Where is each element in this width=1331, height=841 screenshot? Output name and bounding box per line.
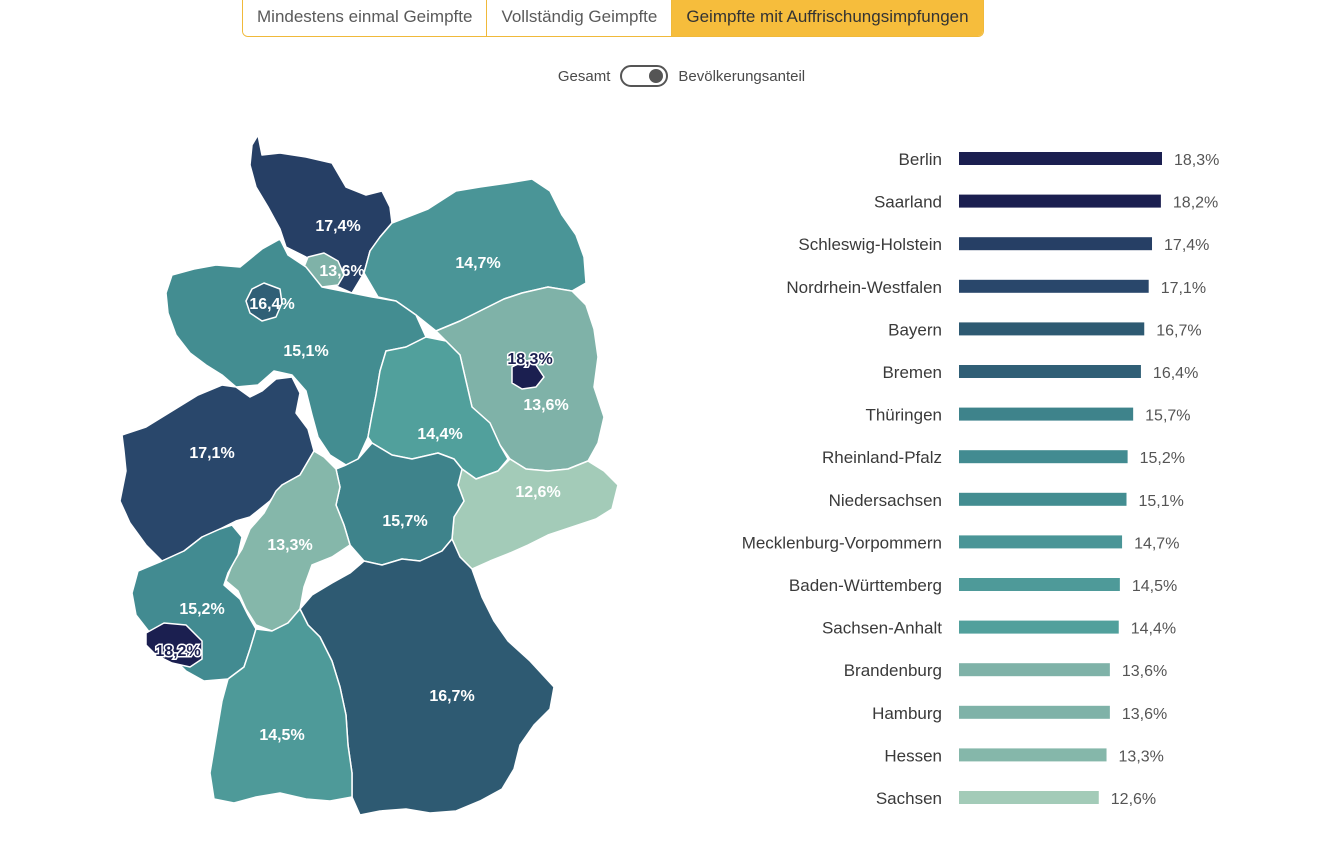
region-saarland[interactable]: [145, 622, 203, 668]
bar-label-thuringen: Thüringen: [865, 406, 942, 425]
bar-rheinland-pfalz[interactable]: [959, 450, 1128, 464]
bar-sachsen-anhalt[interactable]: [959, 620, 1119, 634]
view-toggle: Gesamt Bevölkerungsanteil: [0, 65, 1331, 87]
map-label-bremen: 16,4%: [249, 296, 294, 313]
map-label-nordrhein-westfalen: 17,1%: [189, 445, 234, 462]
germany-map: 17,4% 13,6% 14,7% 16,4% 15,1% 18,3% 13,6…: [119, 134, 619, 816]
tab-auffrischung[interactable]: Geimpfte mit Auffrischungsimpfungen: [672, 0, 983, 36]
bar-brandenburg[interactable]: [959, 663, 1110, 677]
bar-sachsen[interactable]: [959, 791, 1099, 804]
bar-value-baden-wurttemberg: 14,5%: [1132, 578, 1177, 595]
bar-label-rheinland-pfalz: Rheinland-Pfalz: [822, 448, 942, 467]
map-label-hamburg: 13,6%: [319, 263, 364, 280]
map-label-niedersachsen: 15,1%: [283, 343, 328, 360]
bar-mecklenburg-vorpommern[interactable]: [959, 535, 1123, 549]
map-label-schleswig-holstein: 17,4%: [315, 218, 360, 235]
bar-label-sachsen: Sachsen: [876, 789, 942, 808]
map-label-brandenburg: 13,6%: [523, 397, 568, 414]
bar-value-saarland: 18,2%: [1173, 195, 1218, 212]
bar-bremen[interactable]: [959, 365, 1141, 378]
map-label-sachsen-anhalt: 14,4%: [417, 426, 462, 443]
ranking-bar-chart: Berlin 18,3% Saarland 18,2% Schleswig-Holste…: [742, 150, 1220, 808]
bar-label-saarland: Saarland: [874, 193, 942, 212]
bar-label-brandenburg: Brandenburg: [844, 661, 942, 680]
bar-baden-wurttemberg[interactable]: [959, 578, 1120, 591]
bar-value-sachsen-anhalt: 14,4%: [1131, 621, 1176, 638]
bar-value-sachsen: 12,6%: [1111, 791, 1156, 808]
region-baden-wuerttemberg[interactable]: [209, 608, 353, 804]
bar-niedersachsen[interactable]: [959, 492, 1127, 506]
bar-value-nordrhein-westfalen: 17,1%: [1161, 280, 1206, 297]
bar-label-nordrhein-westfalen: Nordrhein-Westfalen: [786, 278, 942, 297]
bar-value-hamburg: 13,6%: [1122, 706, 1167, 723]
bar-label-bayern: Bayern: [888, 320, 942, 339]
bar-label-niedersachsen: Niedersachsen: [829, 491, 942, 510]
bar-value-bremen: 16,4%: [1153, 365, 1198, 382]
bar-thuringen[interactable]: [959, 407, 1134, 421]
toggle-knob: [649, 69, 664, 83]
bar-label-hessen: Hessen: [884, 746, 942, 765]
toggle-label-anteil: Bevölkerungsanteil: [678, 67, 806, 85]
bar-label-mecklenburg-vorpommern: Mecklenburg-Vorpommern: [742, 533, 942, 552]
tab-mindestens-einmal[interactable]: Mindestens einmal Geimpfte: [243, 0, 488, 36]
bar-bayern[interactable]: [959, 322, 1145, 336]
map-label-berlin: 18,3%: [507, 351, 552, 368]
map-label-hessen: 13,3%: [267, 537, 312, 554]
bar-value-bayern: 16,7%: [1156, 322, 1201, 339]
tab-vollstaendig[interactable]: Vollständig Geimpfte: [487, 0, 673, 36]
map-labels: 17,4% 13,6% 14,7% 16,4% 15,1% 18,3% 13,6…: [154, 218, 569, 744]
map-label-sachsen: 12,6%: [515, 484, 560, 501]
bar-label-hamburg: Hamburg: [872, 704, 942, 723]
map-label-bayern: 16,7%: [429, 688, 474, 705]
bar-nordrhein-westfalen[interactable]: [959, 279, 1149, 293]
bar-hessen[interactable]: [959, 748, 1107, 762]
region-bremen[interactable]: [245, 282, 283, 322]
bar-label-berlin: Berlin: [899, 150, 942, 169]
bar-berlin[interactable]: [959, 152, 1162, 165]
bar-value-brandenburg: 13,6%: [1122, 663, 1167, 680]
bar-value-hessen: 13,3%: [1119, 748, 1164, 765]
map-label-mecklenburg-vorpommern: 14,7%: [455, 255, 500, 272]
bar-value-rheinland-pfalz: 15,2%: [1140, 450, 1185, 467]
bar-label-bremen: Bremen: [882, 363, 942, 382]
map-label-saarland: 18,2%: [155, 643, 200, 660]
bar-value-mecklenburg-vorpommern: 14,7%: [1134, 535, 1179, 552]
bar-schleswig-holstein[interactable]: [959, 237, 1153, 251]
bar-label-baden-wurttemberg: Baden-Württemberg: [789, 576, 942, 595]
map-label-rheinland-pfalz: 15,2%: [179, 601, 224, 618]
bar-label-sachsen-anhalt: Sachsen-Anhalt: [822, 619, 942, 638]
region-berlin[interactable]: [511, 360, 545, 390]
bar-hamburg[interactable]: [959, 705, 1110, 719]
toggle-label-gesamt: Gesamt: [557, 67, 611, 85]
bar-saarland[interactable]: [959, 194, 1161, 208]
bar-value-schleswig-holstein: 17,4%: [1164, 237, 1209, 254]
toggle-switch[interactable]: [620, 65, 669, 87]
bar-label-schleswig-holstein: Schleswig-Holstein: [798, 235, 942, 254]
bar-value-thuringen: 15,7%: [1145, 408, 1190, 425]
map-label-thueringen: 15,7%: [382, 513, 427, 530]
map-label-baden-wuerttemberg: 14,5%: [259, 727, 304, 744]
bar-value-niedersachsen: 15,1%: [1139, 493, 1184, 510]
bar-value-berlin: 18,3%: [1174, 152, 1219, 169]
metric-tabs: Mindestens einmal Geimpfte Vollständig G…: [242, 0, 984, 37]
